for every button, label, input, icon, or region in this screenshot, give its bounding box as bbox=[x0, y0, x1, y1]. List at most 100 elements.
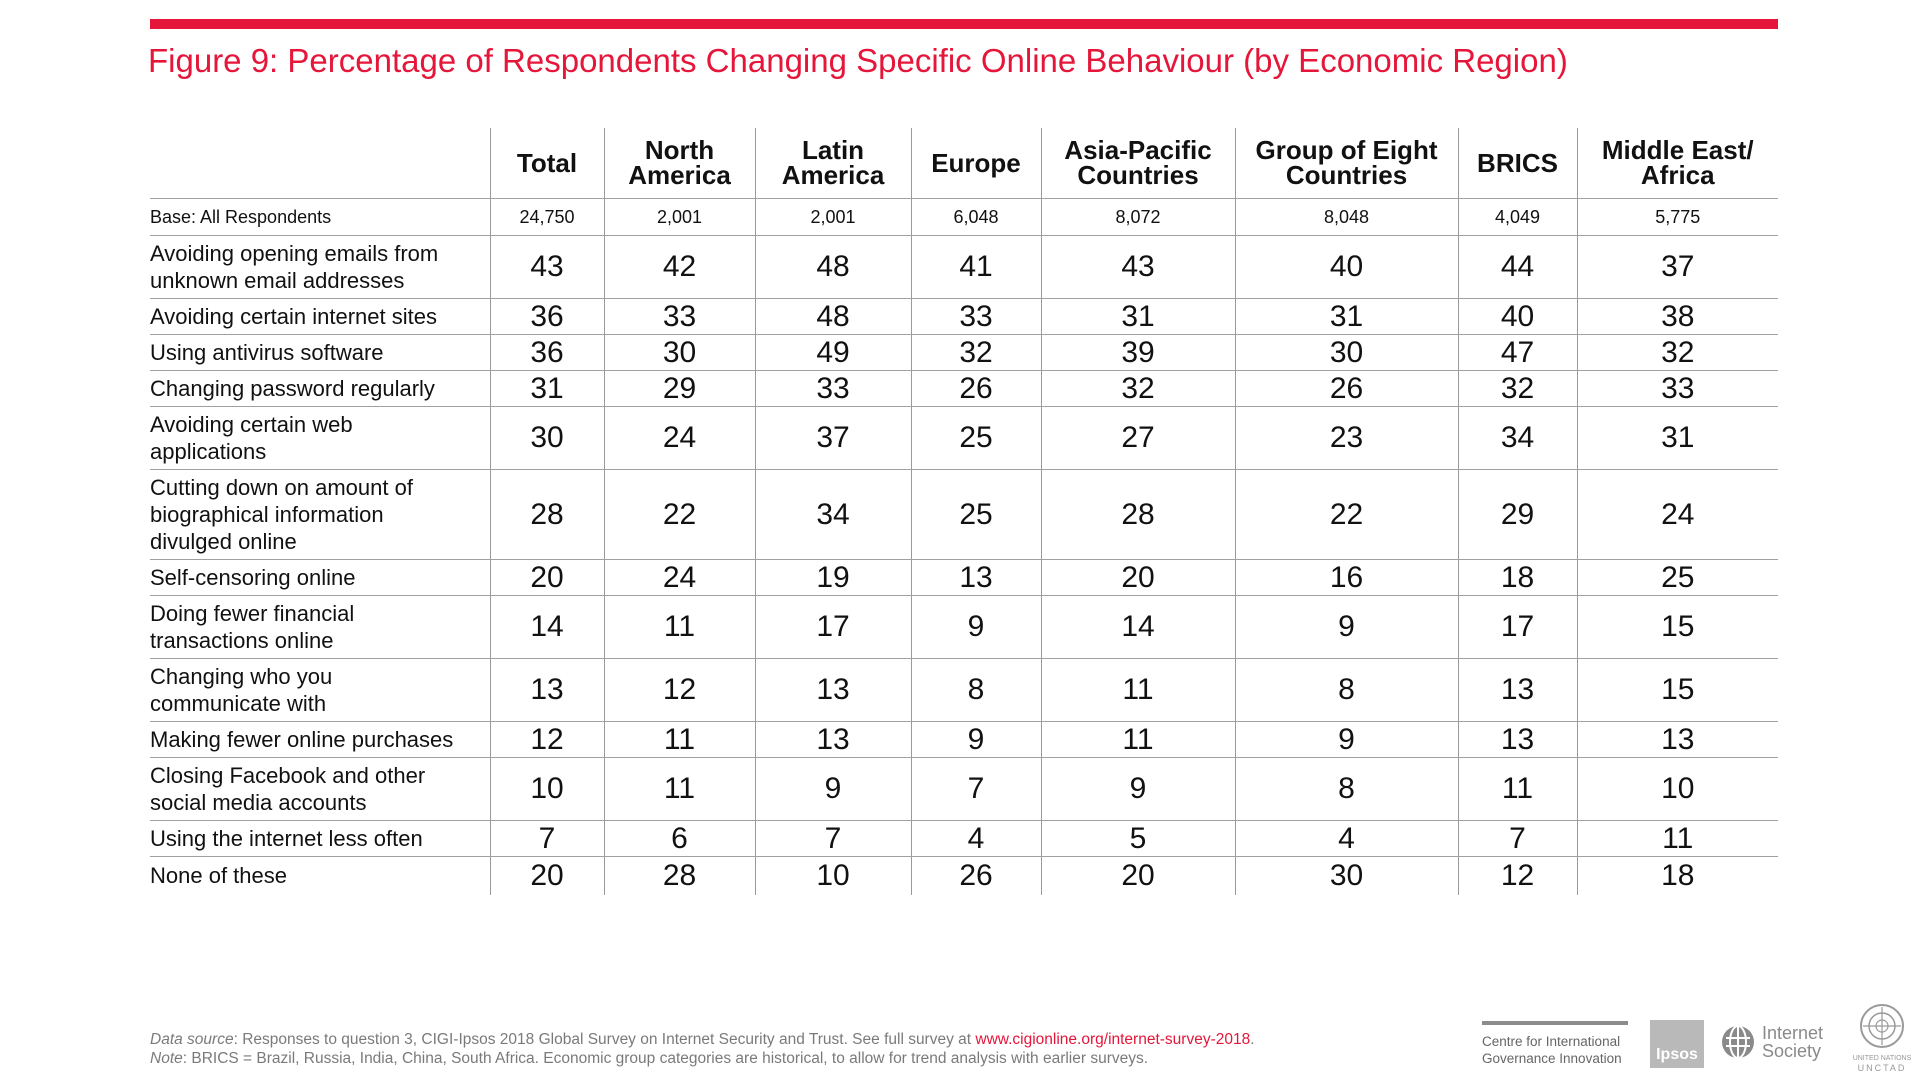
data-cell: 22 bbox=[603, 469, 755, 560]
unctad-text: UNCTAD bbox=[1857, 1063, 1907, 1073]
row-label-line: Making fewer online purchases bbox=[150, 727, 454, 752]
data-cell: 29 bbox=[603, 370, 755, 407]
base-value: 4,049 bbox=[1457, 198, 1577, 236]
cigi-logo-line1: Centre for International bbox=[1482, 1034, 1621, 1049]
cigi-logo-line2: Governance Innovation bbox=[1482, 1051, 1622, 1066]
data-cell: 19 bbox=[754, 559, 911, 596]
row-label: Changing who you communicate with bbox=[150, 658, 490, 722]
data-cell: 25 bbox=[1576, 559, 1778, 596]
table-body: Base: All Respondents 24,750 2,001 2,001 6,… bbox=[150, 198, 1778, 895]
column-header-line: Latin bbox=[801, 135, 865, 165]
data-cell: 32 bbox=[1457, 370, 1577, 407]
data-cell: 25 bbox=[910, 406, 1041, 470]
row-label: Doing fewer financial transactions online bbox=[150, 595, 490, 659]
data-cell: 9 bbox=[1234, 721, 1458, 758]
row-label-line: divulged online bbox=[150, 529, 297, 554]
data-cell: 42 bbox=[603, 235, 755, 299]
data-cell: 11 bbox=[603, 757, 755, 821]
data-cell: 12 bbox=[1457, 856, 1577, 895]
figure-title: Figure 9: Percentage of Respondents Chan… bbox=[148, 42, 1568, 79]
data-cell: 38 bbox=[1576, 298, 1778, 335]
footnote: Data source: Responses to question 3, CI… bbox=[150, 1030, 1255, 1068]
table-row: Avoiding opening emails from unknown emai… bbox=[150, 235, 1778, 299]
data-cell: 48 bbox=[754, 235, 911, 299]
row-label-line: Self-censoring online bbox=[150, 565, 356, 590]
data-cell: 28 bbox=[1040, 469, 1235, 560]
data-cell: 30 bbox=[489, 406, 604, 470]
data-cell: 9 bbox=[910, 721, 1041, 758]
unctad-logo: UNITED NATIONS UNCTAD bbox=[1852, 1003, 1912, 1073]
column-header-line: BRICS bbox=[1477, 147, 1558, 178]
row-label: Using antivirus software bbox=[150, 334, 490, 371]
cigi-logo-bar bbox=[1482, 1021, 1628, 1025]
data-cell: 39 bbox=[1040, 334, 1235, 371]
data-cell: 34 bbox=[754, 469, 911, 560]
source-line: Data source: Responses to question 3, CI… bbox=[150, 1030, 1255, 1049]
table-row: Cutting down on amount of biographical in… bbox=[150, 469, 1778, 560]
data-cell: 36 bbox=[489, 298, 604, 335]
row-label-line: social media accounts bbox=[150, 790, 367, 815]
source-text: : Responses to question 3, CIGI-Ipsos 20… bbox=[233, 1031, 976, 1048]
row-label: Closing Facebook and other social media a… bbox=[150, 757, 490, 821]
header-row: Total North America Latin America Europe Asia-… bbox=[150, 128, 1778, 199]
data-cell: 30 bbox=[1234, 856, 1458, 895]
data-cell: 31 bbox=[1234, 298, 1458, 335]
data-cell: 10 bbox=[754, 856, 911, 895]
data-cell: 16 bbox=[1234, 559, 1458, 596]
column-header-line: Countries bbox=[1077, 160, 1199, 190]
column-header: Europe bbox=[910, 128, 1041, 199]
survey-link[interactable]: www.cigionline.org/internet-survey-2018 bbox=[975, 1031, 1251, 1048]
ipsos-logo: Ipsos bbox=[1650, 1020, 1704, 1068]
data-cell: 20 bbox=[1040, 559, 1235, 596]
data-cell: 8 bbox=[1234, 757, 1458, 821]
column-header-line: Africa bbox=[1640, 160, 1715, 190]
data-cell: 33 bbox=[603, 298, 755, 335]
data-cell: 4 bbox=[910, 820, 1041, 857]
column-header-line: Asia-Pacific bbox=[1064, 135, 1212, 165]
data-cell: 20 bbox=[1040, 856, 1235, 895]
data-cell: 24 bbox=[603, 406, 755, 470]
top-rule bbox=[150, 19, 1778, 29]
data-cell: 24 bbox=[603, 559, 755, 596]
data-cell: 14 bbox=[1040, 595, 1235, 659]
row-label: Self-censoring online bbox=[150, 559, 490, 596]
note-line: Note: BRICS = Brazil, Russia, India, Chi… bbox=[150, 1049, 1255, 1068]
data-cell: 48 bbox=[754, 298, 911, 335]
base-value: 24,750 bbox=[489, 198, 604, 236]
data-cell: 43 bbox=[489, 235, 604, 299]
data-cell: 31 bbox=[1576, 406, 1778, 470]
row-label-line: Using antivirus software bbox=[150, 340, 384, 365]
data-cell: 44 bbox=[1457, 235, 1577, 299]
row-label-line: Cutting down on amount of bbox=[150, 475, 413, 500]
column-header: Asia-Pacific Countries bbox=[1040, 128, 1235, 199]
data-cell: 33 bbox=[910, 298, 1041, 335]
data-cell: 18 bbox=[1457, 559, 1577, 596]
data-cell: 9 bbox=[1234, 595, 1458, 659]
column-header: Total bbox=[489, 128, 604, 199]
data-cell: 11 bbox=[1457, 757, 1577, 821]
data-cell: 30 bbox=[1234, 334, 1458, 371]
data-cell: 10 bbox=[1576, 757, 1778, 821]
column-header-line: North bbox=[644, 135, 715, 165]
column-header-line: America bbox=[628, 160, 731, 190]
data-table: Total North America Latin America Europe Asia-… bbox=[150, 128, 1778, 895]
row-label-line: transactions online bbox=[150, 628, 334, 653]
row-label-line: Changing who you bbox=[150, 664, 333, 689]
row-label: Avoiding certain web applications bbox=[150, 406, 490, 470]
data-cell: 40 bbox=[1457, 298, 1577, 335]
row-label: Using the internet less often bbox=[150, 820, 490, 857]
data-cell: 13 bbox=[754, 721, 911, 758]
data-cell: 34 bbox=[1457, 406, 1577, 470]
table-row: Self-censoring online 20 24 19 13 20 16 18 25 bbox=[150, 559, 1778, 596]
data-cell: 33 bbox=[754, 370, 911, 407]
column-header: BRICS bbox=[1457, 128, 1577, 199]
data-cell: 13 bbox=[1576, 721, 1778, 758]
row-label: Making fewer online purchases bbox=[150, 721, 490, 758]
column-header-line: America bbox=[781, 160, 885, 190]
base-value: 2,001 bbox=[603, 198, 755, 236]
data-cell: 11 bbox=[1040, 721, 1235, 758]
row-label-line: Avoiding certain internet sites bbox=[150, 304, 437, 329]
data-cell: 13 bbox=[754, 658, 911, 722]
row-label-line: Doing fewer financial bbox=[150, 601, 355, 626]
data-cell: 41 bbox=[910, 235, 1041, 299]
